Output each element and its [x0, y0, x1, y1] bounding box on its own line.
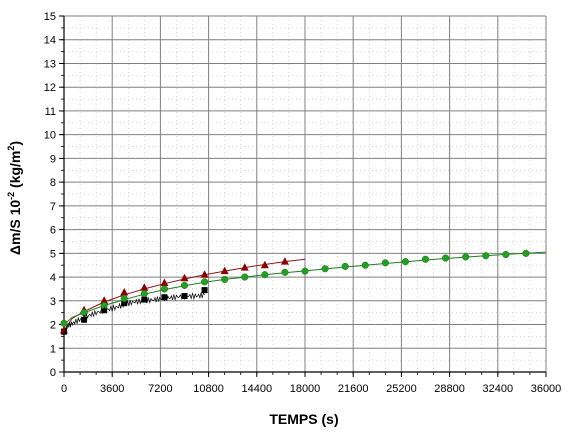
x-tick-label: 32400 [483, 383, 514, 395]
triangle-marker [120, 287, 129, 296]
triangle-marker [240, 263, 249, 271]
x-tick-label: 36000 [531, 383, 562, 395]
square-marker [141, 296, 148, 303]
y-axis-title-main: Δm/S 10 [7, 200, 23, 255]
circle-marker [341, 262, 349, 270]
y-tick-label: 2 [50, 320, 56, 332]
x-tick-label: 7200 [148, 383, 172, 395]
square-marker [161, 294, 168, 301]
series-fit-line [63, 258, 306, 331]
circle-marker [241, 273, 249, 281]
series-3 [63, 291, 205, 335]
circle-marker [442, 254, 450, 262]
circle-marker [120, 294, 128, 302]
x-tick-label: 25200 [386, 383, 417, 395]
y-axis-title-unit-exp: 2 [6, 146, 16, 151]
circle-marker [401, 258, 409, 266]
circle-marker [281, 268, 289, 276]
y-axis-title: Δm/S 10-2 (kg/m2) [6, 141, 23, 255]
triangle-marker [140, 283, 149, 291]
y-tick-label: 5 [50, 248, 56, 260]
y-tick-label: 15 [44, 11, 56, 23]
y-tick-label: 14 [44, 35, 56, 47]
y-tick-label: 6 [50, 225, 56, 237]
x-tick-label: 3600 [100, 383, 124, 395]
circle-marker [321, 265, 329, 273]
x-tick-label: 21600 [338, 383, 369, 395]
circle-marker [201, 278, 209, 286]
x-tick-label: 0 [61, 383, 67, 395]
series-trace [63, 291, 205, 335]
y-tick-label: 11 [45, 106, 56, 118]
circle-marker [301, 267, 309, 275]
circle-marker [361, 261, 369, 269]
square-marker [181, 293, 188, 300]
y-axis-title-exp: -2 [6, 192, 16, 200]
circle-marker [381, 259, 389, 267]
x-tick-label: 10800 [193, 383, 224, 395]
circle-marker [421, 255, 430, 263]
circle-marker [221, 275, 229, 283]
circle-marker [462, 253, 470, 261]
triangle-marker [180, 273, 189, 282]
y-tick-label: 13 [44, 58, 56, 70]
series-layer [60, 249, 547, 335]
square-marker [101, 307, 108, 314]
circle-marker [60, 319, 68, 327]
y-axis-title-unit-open: (kg/m [7, 151, 23, 192]
circle-marker [502, 250, 510, 259]
x-tick-label: 18000 [290, 383, 321, 395]
triangle-marker [200, 270, 209, 278]
circle-marker [482, 252, 490, 260]
y-tick-label: 1 [50, 343, 56, 355]
circle-marker [160, 285, 168, 293]
ticks: 0 3600 7200 10800 14400 18000 21600 25200 28800 3… [44, 11, 562, 395]
major-grid [63, 15, 547, 373]
series-2 [60, 249, 547, 327]
x-tick-label: 28800 [434, 383, 465, 395]
y-tick-label: 0 [50, 367, 56, 379]
y-tick-label: 9 [50, 153, 56, 165]
y-tick-label: 7 [50, 201, 56, 213]
triangle-marker [260, 260, 269, 269]
series-1 [60, 257, 306, 334]
y-tick-label: 10 [44, 130, 56, 142]
triangle-marker [100, 296, 109, 304]
square-marker [81, 316, 88, 323]
y-tick-label: 3 [50, 296, 56, 308]
y-tick-label: 4 [50, 272, 56, 284]
triangle-marker [280, 257, 289, 265]
circle-marker [180, 281, 189, 289]
y-axis-title-unit-close: ) [7, 141, 23, 146]
triangle-marker [160, 278, 169, 286]
y-tick-label: 8 [50, 177, 56, 189]
x-axis-title: TEMPS (s) [269, 411, 338, 427]
circle-marker [140, 290, 148, 298]
x-tick-label: 14400 [242, 383, 273, 395]
circle-marker [261, 271, 269, 279]
y-tick-label: 12 [44, 82, 56, 94]
triangle-marker [220, 266, 229, 275]
square-marker [201, 287, 208, 294]
circle-marker [522, 249, 530, 257]
